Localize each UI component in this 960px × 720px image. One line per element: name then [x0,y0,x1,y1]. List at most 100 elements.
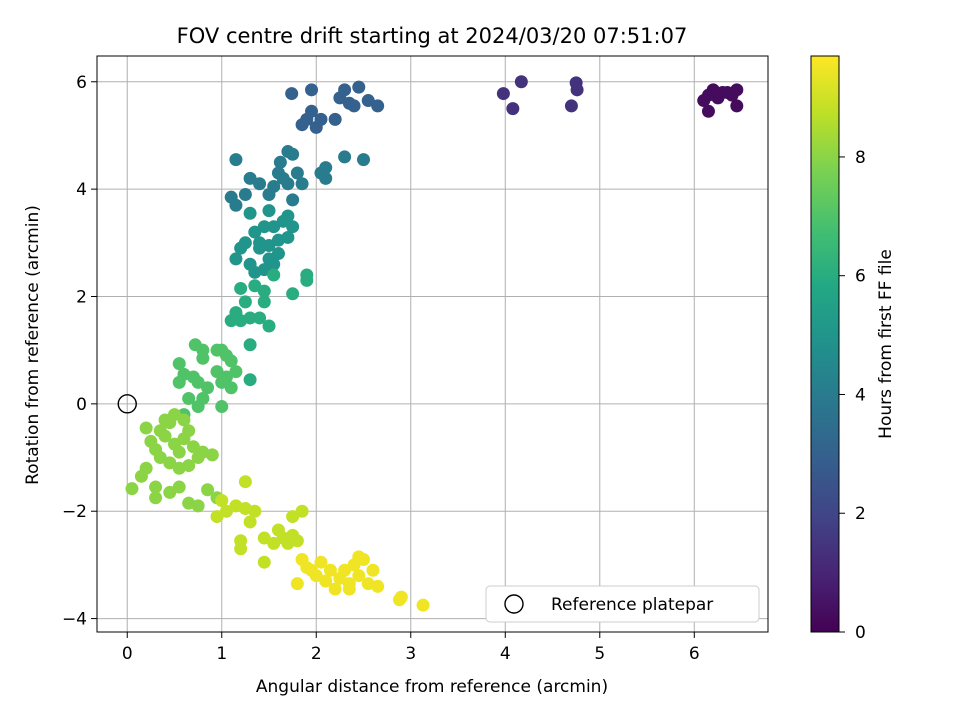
data-point [338,563,352,577]
data-point [352,80,366,94]
data-point [191,400,205,414]
x-tick-label: 0 [122,644,133,664]
data-point [172,445,186,459]
data-point [352,569,366,583]
data-point [286,147,300,161]
data-point [238,187,252,201]
data-point [295,177,309,191]
colorbar-tick-label: 4 [855,385,866,405]
data-point [234,281,248,295]
data-point [243,515,257,529]
data-point [191,499,205,513]
data-point [281,209,295,223]
data-point [514,75,528,89]
data-point [149,480,163,494]
colorbar-tick-label: 8 [855,148,866,168]
legend-marker-icon [504,594,524,614]
colorbar-label: Hours from first FF file [876,249,896,439]
data-points [125,75,744,612]
data-point [338,150,352,164]
x-tick-label: 3 [405,644,416,664]
data-point [201,381,215,395]
data-point [238,295,252,309]
data-point [262,238,276,252]
data-point [286,193,300,207]
data-point [271,233,285,247]
x-tick-label: 6 [689,644,700,664]
data-point [319,574,333,588]
data-point [201,483,215,497]
data-point [300,561,314,575]
data-point [229,252,243,266]
data-point [257,284,271,298]
colorbar-ticks: 0 2 4 6 8 [839,148,866,643]
data-point [262,187,276,201]
data-point [496,87,510,101]
data-point [357,153,371,167]
data-point [224,381,238,395]
data-point [158,429,172,443]
data-point [300,273,314,287]
data-point [701,104,715,118]
data-point [295,118,309,132]
legend-entry: Reference platepar [551,595,713,615]
x-axis-label: Angular distance from reference (arcmin) [256,677,608,697]
data-point [172,357,186,371]
data-point [328,112,342,126]
x-tick-label: 1 [216,644,227,664]
data-point [215,400,229,414]
data-point [205,448,219,462]
data-point [273,155,287,169]
data-point [257,295,271,309]
data-point [394,590,408,604]
data-point [234,314,248,328]
y-tick-label: −2 [62,502,87,522]
colorbar-tick-label: 2 [855,504,866,524]
x-tick-label: 4 [500,644,511,664]
data-point [234,241,248,255]
data-point [285,87,299,101]
data-point [730,83,744,97]
data-point [371,99,385,113]
data-point [257,555,271,569]
data-point [286,287,300,301]
colorbar-tick-label: 6 [855,267,866,287]
data-point [347,99,361,113]
data-point [219,504,233,518]
data-point [262,204,276,218]
data-point [253,311,267,325]
y-tick-label: 0 [76,395,87,415]
data-point [191,375,205,389]
data-point [149,491,163,505]
data-point [196,351,210,365]
data-point [371,579,385,593]
data-point [267,268,281,282]
colorbar-tick-label: 0 [855,623,866,643]
data-point [172,480,186,494]
data-point [229,365,243,379]
data-point [328,582,342,596]
data-point [248,504,262,518]
data-point [295,504,309,518]
reference-platepar-marker [117,394,137,414]
data-point [309,120,323,134]
data-point [182,391,196,405]
colorbar [810,55,840,633]
data-point [271,247,285,261]
data-point [564,99,578,113]
data-point [366,563,380,577]
data-point [342,582,356,596]
data-point [125,482,139,496]
data-point [323,563,337,577]
y-tick-label: 2 [76,287,87,307]
y-axis-ticks: −4 −2 0 2 4 6 [62,73,97,630]
data-point [182,459,196,473]
data-point [172,375,186,389]
data-point [319,161,333,175]
data-point [290,166,304,180]
data-point [163,456,177,470]
legend-box [485,585,760,623]
data-point [139,421,153,435]
x-tick-label: 2 [311,644,322,664]
